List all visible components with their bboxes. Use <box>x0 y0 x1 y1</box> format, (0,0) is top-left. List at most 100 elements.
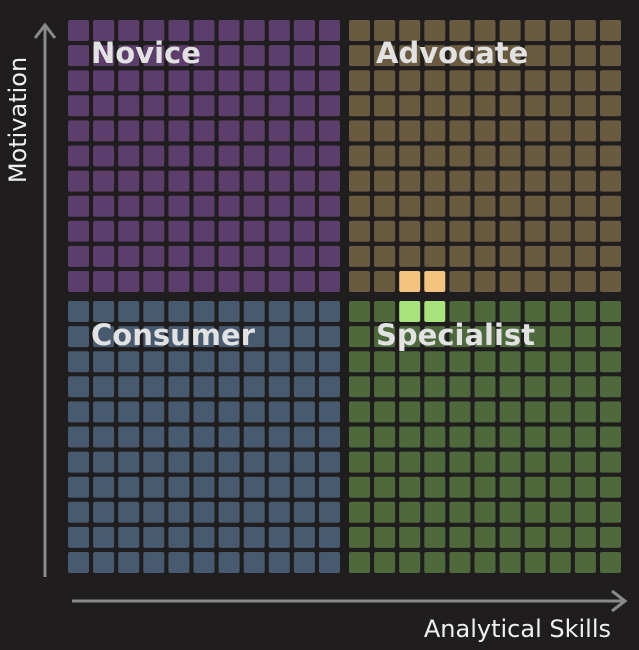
cell <box>68 451 89 473</box>
cell <box>574 376 596 398</box>
cell <box>293 20 315 41</box>
cell <box>319 45 340 67</box>
cell <box>600 426 621 448</box>
cell <box>193 526 215 548</box>
cell <box>218 170 240 192</box>
cell <box>600 95 621 117</box>
cell <box>549 451 571 473</box>
cell <box>549 95 571 117</box>
cell <box>600 501 621 523</box>
cell <box>268 501 290 523</box>
cell <box>118 501 140 523</box>
cell <box>474 326 496 348</box>
cell <box>524 195 546 217</box>
cell <box>424 145 446 167</box>
cell <box>68 301 89 322</box>
cell-grid <box>68 20 621 573</box>
cell <box>424 70 446 92</box>
cell <box>93 326 115 348</box>
cell <box>293 45 315 67</box>
cell <box>524 326 546 348</box>
cell <box>193 426 215 448</box>
cell <box>574 170 596 192</box>
cell <box>218 526 240 548</box>
cell <box>349 426 370 448</box>
cell <box>600 245 621 267</box>
cell <box>319 70 340 92</box>
cell <box>600 301 621 322</box>
cell <box>474 145 496 167</box>
cell <box>243 120 265 142</box>
cell <box>168 145 190 167</box>
cell <box>293 120 315 142</box>
cell <box>449 451 471 473</box>
cell <box>93 476 115 498</box>
cell <box>549 376 571 398</box>
cell <box>168 70 190 92</box>
cell <box>93 401 115 423</box>
cell <box>474 271 496 292</box>
cell <box>549 426 571 448</box>
cell <box>268 451 290 473</box>
cell <box>93 271 115 292</box>
cell <box>474 552 496 573</box>
cell <box>449 145 471 167</box>
cell <box>600 376 621 398</box>
cell <box>374 552 396 573</box>
cell <box>374 351 396 373</box>
cell <box>600 195 621 217</box>
cell <box>118 451 140 473</box>
cell <box>474 70 496 92</box>
cell <box>424 351 446 373</box>
cell <box>243 451 265 473</box>
cell <box>499 526 521 548</box>
cell <box>449 351 471 373</box>
cell <box>93 245 115 267</box>
cell <box>424 120 446 142</box>
cell <box>424 476 446 498</box>
cell <box>118 476 140 498</box>
cell <box>143 301 165 322</box>
cell <box>449 45 471 67</box>
cell <box>374 220 396 242</box>
cell <box>499 195 521 217</box>
y-axis-arrow <box>33 22 57 39</box>
cell <box>600 145 621 167</box>
cell <box>118 145 140 167</box>
cell <box>474 376 496 398</box>
cell <box>168 20 190 41</box>
cell <box>374 426 396 448</box>
cell <box>524 526 546 548</box>
cell <box>243 552 265 573</box>
cell <box>399 245 421 267</box>
cell <box>600 20 621 41</box>
cell <box>524 476 546 498</box>
cell <box>243 271 265 292</box>
cell <box>68 401 89 423</box>
cell <box>168 301 190 322</box>
cell <box>524 220 546 242</box>
cell <box>218 45 240 67</box>
cell <box>499 501 521 523</box>
cell <box>118 301 140 322</box>
cell <box>268 426 290 448</box>
cell <box>118 20 140 41</box>
cell <box>424 376 446 398</box>
cell <box>218 326 240 348</box>
cell <box>118 45 140 67</box>
cell <box>374 170 396 192</box>
cell <box>118 351 140 373</box>
cell <box>374 120 396 142</box>
cell <box>68 476 89 498</box>
cell <box>524 145 546 167</box>
cell <box>319 401 340 423</box>
cell <box>218 451 240 473</box>
cell <box>243 526 265 548</box>
cell <box>193 271 215 292</box>
cell <box>218 271 240 292</box>
cell <box>374 376 396 398</box>
cell <box>449 70 471 92</box>
cell <box>499 20 521 41</box>
cell <box>118 552 140 573</box>
cell <box>193 70 215 92</box>
